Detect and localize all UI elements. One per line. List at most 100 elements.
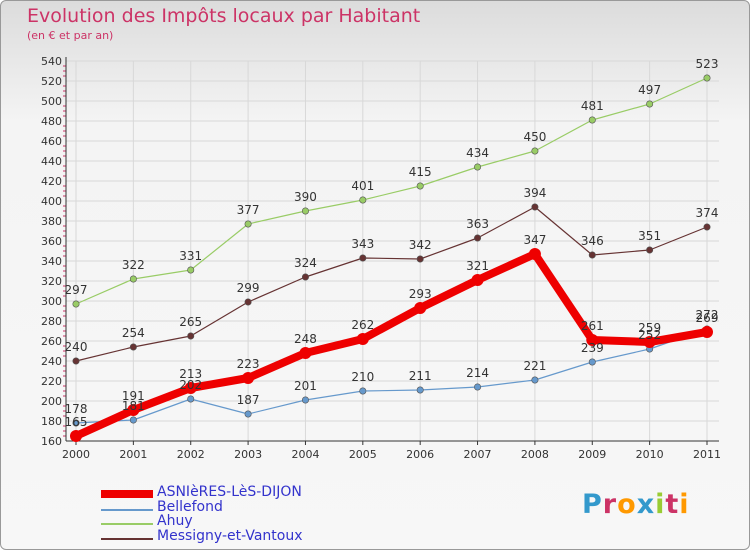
- data-label: 265: [179, 315, 202, 329]
- data-label: 214: [466, 366, 489, 380]
- data-label: 401: [351, 179, 374, 193]
- data-point: [531, 147, 539, 155]
- data-label: 363: [466, 217, 489, 231]
- data-label: 213: [179, 367, 202, 381]
- data-label: 322: [122, 258, 145, 272]
- y-tick-label: 180: [41, 415, 62, 428]
- x-tick-label: 2010: [636, 448, 664, 461]
- data-point: [703, 74, 711, 82]
- data-label: 374: [696, 206, 719, 220]
- data-label: 269: [696, 311, 719, 325]
- data-point: [646, 246, 654, 254]
- data-point: [299, 347, 312, 359]
- logo-letter: P: [582, 489, 603, 520]
- legend-label: Ahuy: [157, 513, 193, 529]
- data-point: [72, 357, 80, 365]
- data-point: [703, 223, 711, 231]
- legend-label: ASNIèRES-LèS-DIJON: [157, 484, 302, 500]
- data-point: [531, 203, 539, 211]
- data-label: 293: [409, 287, 432, 301]
- logo-letter: t: [665, 489, 680, 520]
- data-label: 390: [294, 190, 317, 204]
- data-label: 261: [581, 319, 604, 333]
- data-point: [474, 383, 482, 391]
- data-point: [701, 326, 713, 338]
- data-point: [531, 376, 539, 384]
- x-tick-label: 2009: [578, 448, 606, 461]
- y-tick-label: 540: [41, 55, 62, 68]
- data-label: 346: [581, 234, 604, 248]
- data-point: [356, 333, 369, 345]
- data-label: 165: [65, 415, 88, 429]
- y-tick-label: 300: [41, 295, 62, 308]
- data-label: 297: [65, 283, 88, 297]
- data-point: [528, 248, 541, 260]
- y-tick-label: 480: [41, 115, 62, 128]
- logo-letter: r: [602, 489, 618, 520]
- data-label: 347: [523, 233, 546, 247]
- data-point: [588, 251, 596, 259]
- data-label: 187: [237, 393, 260, 407]
- legend-swatch: [101, 509, 153, 511]
- data-label: 394: [523, 186, 546, 200]
- data-label: 299: [237, 281, 260, 295]
- legend-label: Bellefond: [157, 499, 223, 515]
- data-label: 211: [409, 369, 432, 383]
- data-label: 254: [122, 326, 145, 340]
- legend-swatch: [101, 538, 153, 540]
- data-point: [129, 416, 137, 424]
- data-point: [301, 396, 309, 404]
- data-point: [359, 387, 367, 395]
- data-point: [471, 274, 484, 286]
- series-line-0: [74, 250, 708, 440]
- data-label: 259: [638, 321, 661, 335]
- y-tick-label: 380: [41, 215, 62, 228]
- legend-label: Messigny-et-Vantoux: [157, 528, 303, 544]
- data-point: [359, 196, 367, 204]
- legend-swatch: [101, 523, 153, 525]
- data-point: [301, 207, 309, 215]
- logo-letter: x: [636, 489, 656, 520]
- data-label: 252: [638, 328, 661, 342]
- x-tick-label: 2006: [406, 448, 434, 461]
- data-label: 191: [122, 389, 145, 403]
- data-point: [70, 430, 82, 442]
- data-point: [646, 100, 654, 108]
- data-point: [474, 234, 482, 242]
- data-label: 343: [351, 237, 374, 251]
- y-tick-label: 400: [41, 195, 62, 208]
- data-point: [588, 116, 596, 124]
- data-label: 248: [294, 332, 317, 346]
- y-tick-label: 360: [41, 235, 62, 248]
- chart-subtitle: (en € et par an): [27, 29, 114, 42]
- y-tick-label: 520: [41, 75, 62, 88]
- data-point: [187, 395, 195, 403]
- data-label: 377: [237, 203, 260, 217]
- data-label: 201: [294, 379, 317, 393]
- data-label: 351: [638, 229, 661, 243]
- data-label: 223: [237, 357, 260, 371]
- data-point: [184, 382, 197, 394]
- data-label: 239: [581, 341, 604, 355]
- y-tick-label: 460: [41, 135, 62, 148]
- data-point: [643, 336, 656, 348]
- data-label: 324: [294, 256, 317, 270]
- data-point: [416, 182, 424, 190]
- data-label: 178: [65, 402, 88, 416]
- data-label: 272: [696, 308, 719, 322]
- data-label: 181: [122, 399, 145, 413]
- x-tick-label: 2011: [693, 448, 721, 461]
- y-tick-label: 420: [41, 175, 62, 188]
- data-point: [416, 255, 424, 263]
- x-tick-label: 2004: [291, 448, 319, 461]
- data-label: 331: [179, 249, 202, 263]
- series-line-1: [75, 328, 708, 424]
- data-label: 415: [409, 165, 432, 179]
- data-label: 321: [466, 259, 489, 273]
- y-tick-label: 440: [41, 155, 62, 168]
- data-label: 240: [65, 340, 88, 354]
- data-label: 262: [351, 318, 374, 332]
- data-point: [72, 300, 80, 308]
- series-line-2: [75, 77, 708, 305]
